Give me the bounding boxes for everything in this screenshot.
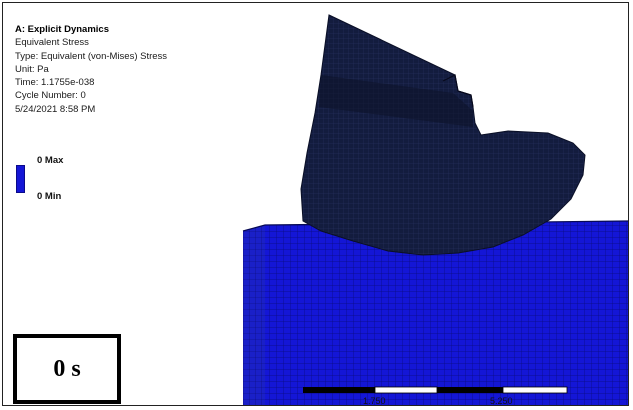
projectile <box>300 14 586 256</box>
scale-bar-label-1: 1.750 <box>363 396 386 406</box>
result-name: Equivalent Stress <box>15 37 89 49</box>
result-timestamp: 5/24/2021 8:58 PM <box>15 103 96 115</box>
projectile-step-2 <box>457 90 474 108</box>
analysis-title: A: Explicit Dynamics <box>15 24 109 35</box>
time-overlay-label: 0 s <box>13 334 121 404</box>
legend-max-label: 0 Max <box>37 155 64 166</box>
scale-bar-label-2: 5.250 <box>490 396 513 406</box>
graphics-window[interactable]: A: Explicit Dynamics Equivalent Stress T… <box>2 2 629 406</box>
legend-min-label: 0 Min <box>37 191 62 202</box>
target-plate-left-face <box>243 225 265 405</box>
scale-bar <box>303 386 568 394</box>
projectile-body <box>300 14 586 256</box>
projectile-band <box>319 75 473 127</box>
result-info-panel: A: Explicit Dynamics Equivalent Stress T… <box>15 23 167 116</box>
result-unit: Unit: Pa <box>15 63 49 75</box>
model-viewport[interactable] <box>3 3 629 406</box>
target-plate-front <box>265 221 628 405</box>
projectile-step-1 <box>442 74 459 92</box>
result-type: Type: Equivalent (von-Mises) Stress <box>15 50 168 62</box>
legend-color-bar <box>16 165 25 193</box>
cycle-number: Cycle Number: 0 <box>15 90 86 102</box>
result-time: Time: 1.1755e-038 <box>15 77 95 89</box>
target-plate <box>242 220 628 405</box>
